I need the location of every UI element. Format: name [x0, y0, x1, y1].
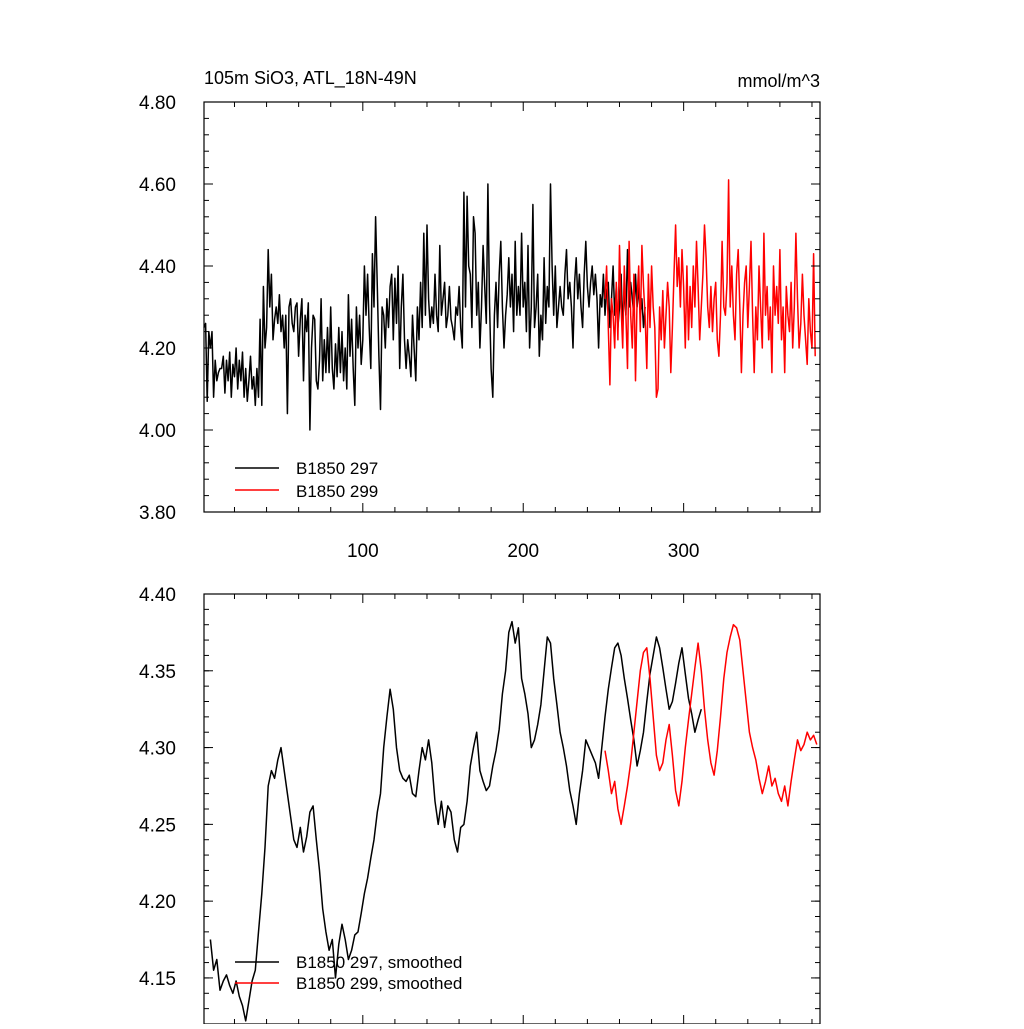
legend-top: B1850 297 B1850 299 — [235, 459, 378, 501]
legend-label-299-smoothed: B1850 299, smoothed — [296, 974, 462, 993]
series-line-top-0 — [203, 183, 646, 431]
y-tick-label: 4.40 — [139, 585, 176, 606]
x-tick-label: 100 — [347, 541, 379, 562]
series-layer-top — [203, 179, 816, 431]
y-tick-label: 4.30 — [139, 739, 176, 760]
plot-area-top — [203, 101, 821, 513]
y-tick-label: 4.20 — [139, 339, 176, 360]
series-line-top-1 — [604, 179, 816, 398]
tick-layer-top: 3.80 4.00 4.20 4.40 4.60 4.80 100 200 300 — [139, 93, 820, 562]
y-tick-label: 3.80 — [139, 503, 176, 524]
y-tick-label: 4.40 — [139, 257, 176, 278]
y-tick-label: 4.35 — [139, 662, 176, 683]
x-tick-label: 300 — [668, 541, 700, 562]
y-tick-label: 4.25 — [139, 815, 176, 836]
legend-label-299: B1850 299 — [296, 482, 378, 501]
units-label: mmol/m^3 — [738, 71, 820, 91]
legend-bottom: B1850 297, smoothed B1850 299, smoothed — [235, 953, 462, 993]
y-tick-label: 4.60 — [139, 175, 176, 196]
y-tick-label: 4.15 — [139, 969, 176, 990]
chart-title: 105m SiO3, ATL_18N-49N — [204, 68, 417, 89]
legend-label-297-smoothed: B1850 297, smoothed — [296, 953, 462, 972]
y-tick-label: 4.80 — [139, 93, 176, 114]
top-panel: 105m SiO3, ATL_18N-49N mmol/m^3 3.80 4.00… — [139, 68, 821, 562]
y-tick-label: 4.20 — [139, 892, 176, 913]
series-layer-bottom — [209, 620, 818, 1022]
bottom-panel: 4.15 4.20 4.25 4.30 4.35 4.40 B1850 297, smoo… — [139, 585, 821, 1025]
y-tick-label: 4.00 — [139, 421, 176, 442]
series-line-bottom-0 — [209, 620, 703, 1022]
x-tick-label: 200 — [507, 541, 539, 562]
tick-layer-bottom: 4.15 4.20 4.25 4.30 4.35 4.40 — [139, 585, 820, 1025]
series-line-bottom-1 — [604, 623, 818, 826]
legend-label-297: B1850 297 — [296, 459, 378, 478]
